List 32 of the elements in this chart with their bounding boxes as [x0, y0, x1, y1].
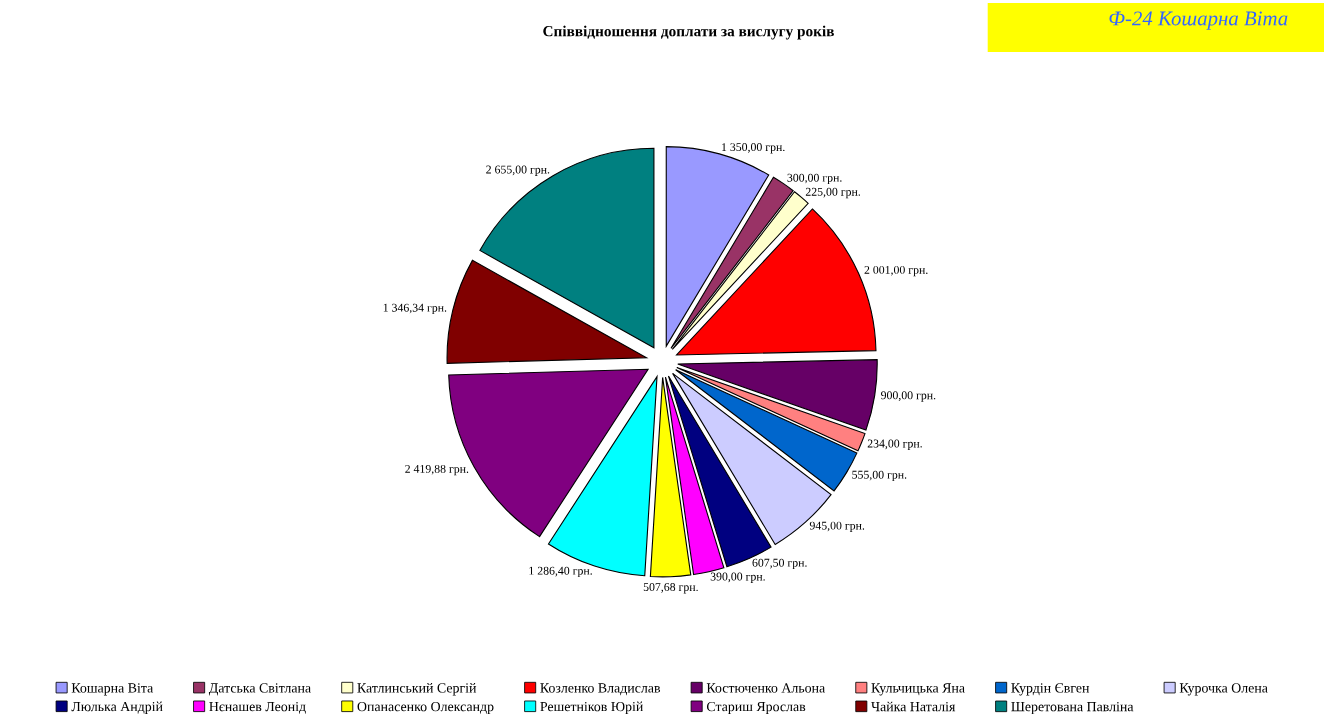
- data-label: 2 419,88 грн.: [405, 464, 469, 476]
- legend-label: Курдін Євген: [1011, 683, 1090, 696]
- legend-label: Кошарна Віта: [71, 683, 154, 696]
- data-label: 390,00 грн.: [710, 572, 765, 583]
- data-label: 607,50 грн.: [752, 558, 807, 570]
- data-label: 507,68 грн.: [643, 583, 698, 594]
- legend-label: Люлька Андрій: [71, 701, 163, 715]
- data-label: 2 001,00 грн.: [864, 265, 928, 277]
- data-label: 1 350,00 грн.: [722, 143, 785, 154]
- data-label: 225,00 грн.: [805, 187, 861, 199]
- text: Ф-24 Кошарна Віта: [1109, 11, 1288, 30]
- chart-title: Співвідношення доплати за вислугу років: [543, 25, 834, 40]
- legend-label: Опанасенко Олександр: [357, 701, 494, 715]
- data-label: 945,00 грн.: [809, 521, 865, 532]
- legend-label: Датська Світлана: [208, 683, 311, 696]
- data-label: 1 346,34 грн.: [383, 303, 447, 315]
- data-label: 555,00 грн.: [852, 470, 907, 482]
- legend-label: Шеретована Павліна: [1011, 701, 1134, 715]
- data-label: 900,00 грн.: [881, 391, 936, 402]
- data-label: 2 655,00 грн.: [486, 165, 550, 176]
- legend-label: Кульчицька Яна: [871, 683, 965, 696]
- data-label: 300,00 грн.: [787, 173, 842, 185]
- legend-label: Костюченко Альона: [706, 683, 826, 693]
- data-label: 1 286,40 грн.: [529, 566, 592, 578]
- legend-label: Катлинський Сергій: [357, 682, 477, 696]
- legend-label: Чайка Наталія: [871, 701, 956, 712]
- data-label: 234,00 грн.: [867, 439, 922, 450]
- legend-label: Нєнашев Леонід: [209, 701, 306, 714]
- legend-label: Решетніков Юрій: [540, 701, 643, 715]
- legend-label: Козленко Владислав: [540, 683, 661, 696]
- legend-label: Стариш Ярослав: [706, 701, 806, 715]
- legend-label: Курочка Олена: [1179, 683, 1268, 696]
